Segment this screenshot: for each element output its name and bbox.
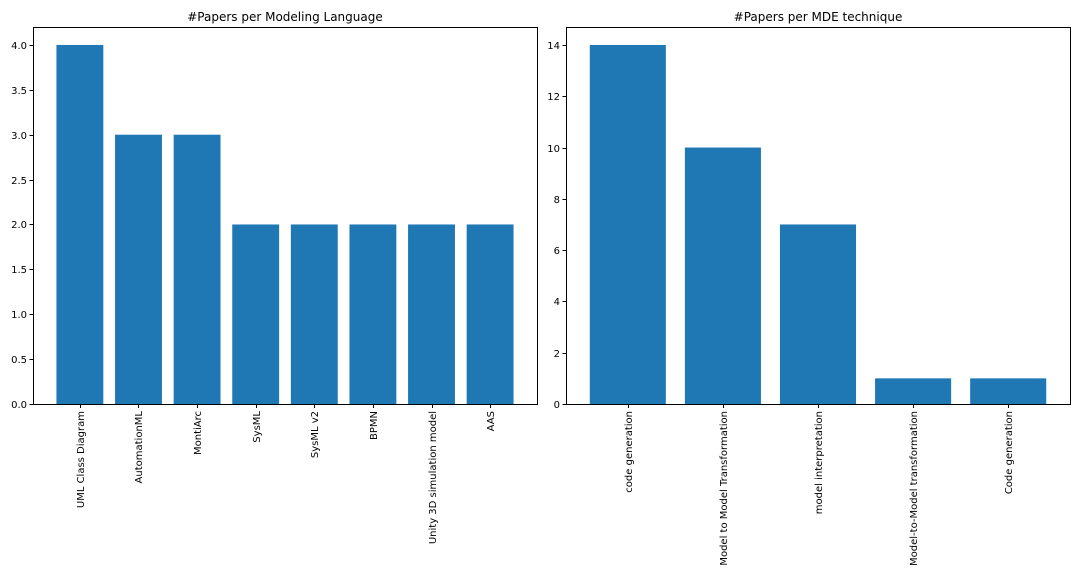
x-tick-label: code generation [624,411,635,493]
y-tick-label: 1.5 [11,265,27,276]
axes-frame [33,27,538,405]
bar [56,44,104,404]
y-tick-label: 2 [554,349,560,360]
y-tick-label: 0.0 [11,400,27,411]
x-tick-label: AAS [486,411,497,431]
y-tick-label: 10 [547,144,560,155]
y-tick-label: 3.0 [11,131,27,142]
chart-papers-per-modeling-language: #Papers per Modeling Language 0.0 0.5 1.0 1… [11,10,538,544]
bar [232,224,280,404]
bar [970,378,1047,404]
x-tick-label: MontiArc [193,411,204,455]
x-tick-label: SysML [252,411,263,443]
y-tick-label: 6 [554,246,560,257]
y-tick-label: 1.0 [11,310,27,321]
x-tick-label: AutomationML [134,411,145,484]
x-tick-label: Model to Model Transformation [719,411,730,566]
x-tick-label: Unity 3D simulation model [428,411,439,544]
x-tick-label: Model-to-Model transformation [909,411,920,566]
bar [173,134,221,404]
chart-title: #Papers per Modeling Language [187,10,382,24]
chart-papers-per-mde-technique: #Papers per MDE technique 0 2 4 6 8 10 12 14 cod… [547,10,1071,566]
chart-title: #Papers per MDE technique [734,10,903,24]
y-tick-label: 2.0 [11,220,27,231]
y-tick-label: 8 [554,195,560,206]
bar [408,224,455,404]
bar [589,44,666,404]
y-tick-label: 0.5 [11,355,27,366]
x-tick-label: BPMN [369,411,380,440]
bar [115,134,162,404]
bar [349,224,397,404]
x-tick-label: UML Class Diagram [76,411,87,508]
x-tick-label: Code generation [1004,411,1015,494]
y-tick-label: 14 [547,41,560,52]
y-tick-label: 4.0 [11,41,27,52]
bar [290,224,338,404]
x-tick-label: model interpretation [814,411,825,514]
y-tick-label: 2.5 [11,176,27,187]
bar [466,224,514,404]
y-tick-label: 4 [554,297,560,308]
bar [875,378,952,404]
y-tick-label: 12 [547,92,560,103]
bar [779,224,857,404]
bar [684,147,761,405]
x-tick-label: SysML v2 [310,411,321,458]
y-tick-label: 3.5 [11,86,27,97]
y-tick-label: 0 [554,400,560,411]
